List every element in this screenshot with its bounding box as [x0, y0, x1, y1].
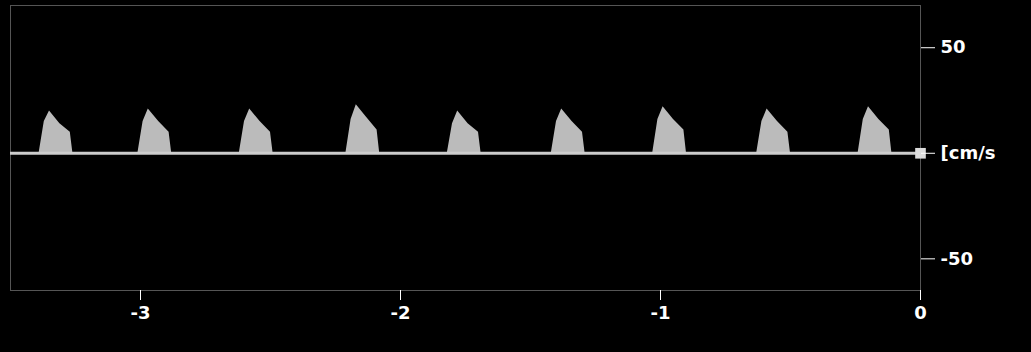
svg-text:50: 50	[941, 36, 966, 57]
svg-text:-1: -1	[651, 302, 671, 323]
svg-text:0: 0	[914, 302, 927, 323]
svg-text:-3: -3	[131, 302, 151, 323]
svg-text:-50: -50	[941, 248, 974, 269]
svg-text:[cm/s: [cm/s	[941, 142, 996, 163]
svg-text:-2: -2	[391, 302, 411, 323]
